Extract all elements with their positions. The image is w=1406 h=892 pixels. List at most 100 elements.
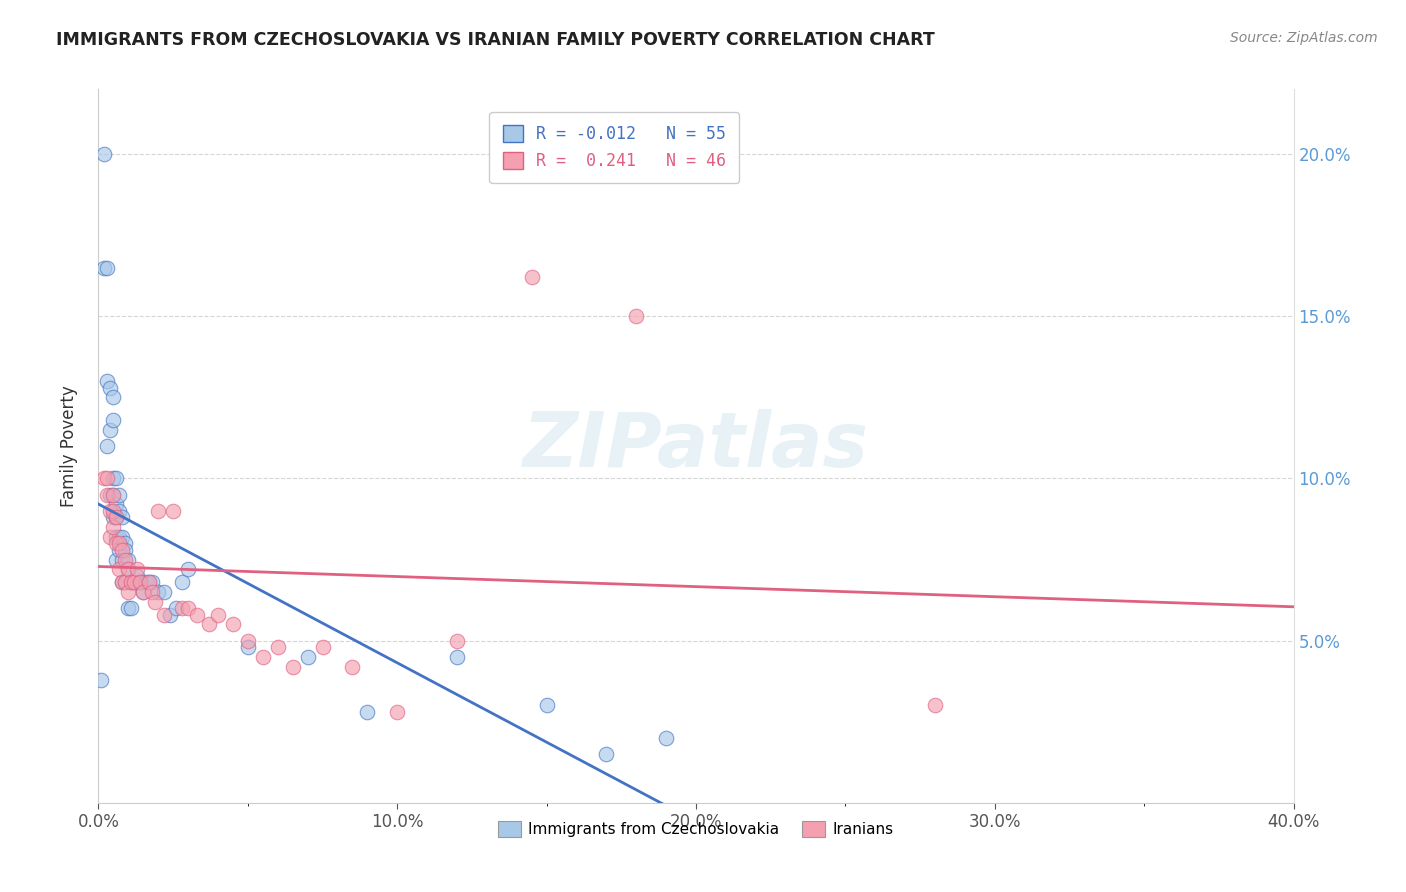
Point (124, 575, 146, 590)
Point (98, 504, 122, 518)
Point (103, 471, 125, 485)
Point (111, 510, 134, 524)
Point (165, 601, 187, 615)
Point (446, 649, 468, 664)
Point (108, 504, 131, 518)
Point (207, 607, 229, 622)
Point (105, 471, 128, 485)
Point (111, 575, 134, 590)
Point (297, 649, 319, 664)
Point (105, 510, 128, 524)
Point (132, 585, 155, 599)
Point (108, 488, 131, 502)
Point (93, 147, 115, 161)
Point (111, 542, 134, 557)
Point (114, 536, 136, 550)
Text: ZIPatlas: ZIPatlas (523, 409, 869, 483)
Point (96, 471, 118, 485)
Point (108, 562, 131, 576)
Point (98, 488, 122, 502)
Point (236, 640, 259, 654)
Point (111, 575, 134, 590)
Point (103, 520, 125, 534)
Point (117, 562, 139, 576)
Point (120, 601, 142, 615)
Point (177, 601, 200, 615)
Point (124, 575, 146, 590)
Point (135, 575, 157, 590)
Point (198, 617, 221, 632)
Point (222, 617, 245, 632)
Point (108, 536, 131, 550)
Point (114, 575, 136, 590)
Point (143, 595, 166, 609)
Point (96, 488, 118, 502)
Point (385, 705, 409, 719)
Point (129, 575, 152, 590)
Point (236, 633, 259, 648)
Point (114, 542, 136, 557)
Point (103, 504, 125, 518)
Y-axis label: Family Poverty: Family Poverty (59, 385, 77, 507)
Point (159, 607, 181, 622)
Point (98, 423, 122, 437)
Point (103, 413, 125, 427)
Point (117, 562, 139, 576)
Point (138, 575, 160, 590)
Point (120, 575, 142, 590)
Point (267, 640, 290, 654)
Point (114, 575, 136, 590)
Point (148, 504, 170, 518)
Point (108, 542, 131, 557)
Point (114, 552, 136, 566)
Point (342, 659, 364, 673)
Point (655, 731, 678, 745)
Point (595, 747, 617, 761)
Point (924, 698, 946, 713)
Text: IMMIGRANTS FROM CZECHOSLOVAKIA VS IRANIAN FAMILY POVERTY CORRELATION CHART: IMMIGRANTS FROM CZECHOSLOVAKIA VS IRANIA… (56, 31, 935, 49)
Point (96, 260, 118, 275)
Point (103, 488, 125, 502)
Point (162, 504, 184, 518)
Point (127, 568, 149, 582)
Point (172, 575, 194, 590)
Point (626, 310, 648, 324)
Point (138, 575, 160, 590)
Point (520, 270, 543, 285)
Point (111, 530, 134, 544)
Point (108, 530, 131, 544)
Point (93, 260, 115, 275)
Point (111, 552, 134, 566)
Text: Source: ZipAtlas.com: Source: ZipAtlas.com (1230, 31, 1378, 45)
Point (103, 390, 125, 404)
Point (105, 536, 128, 550)
Point (127, 562, 149, 576)
Point (117, 601, 139, 615)
Point (96, 374, 118, 388)
Point (446, 633, 468, 648)
Point (96, 439, 118, 453)
Point (252, 649, 274, 664)
Point (153, 585, 176, 599)
Point (105, 510, 128, 524)
Point (141, 585, 163, 599)
Point (281, 659, 304, 673)
Point (90, 673, 112, 687)
Point (148, 585, 170, 599)
Point (356, 705, 378, 719)
Point (105, 552, 128, 566)
Point (153, 607, 176, 622)
Point (98, 381, 122, 395)
Point (93, 471, 115, 485)
Legend: Immigrants from Czechoslovakia, Iranians: Immigrants from Czechoslovakia, Iranians (491, 814, 901, 845)
Point (132, 585, 155, 599)
Point (117, 552, 139, 566)
Point (103, 488, 125, 502)
Point (103, 510, 125, 524)
Point (141, 575, 163, 590)
Point (186, 607, 208, 622)
Point (177, 562, 200, 576)
Point (105, 530, 128, 544)
Point (98, 530, 122, 544)
Point (117, 585, 139, 599)
